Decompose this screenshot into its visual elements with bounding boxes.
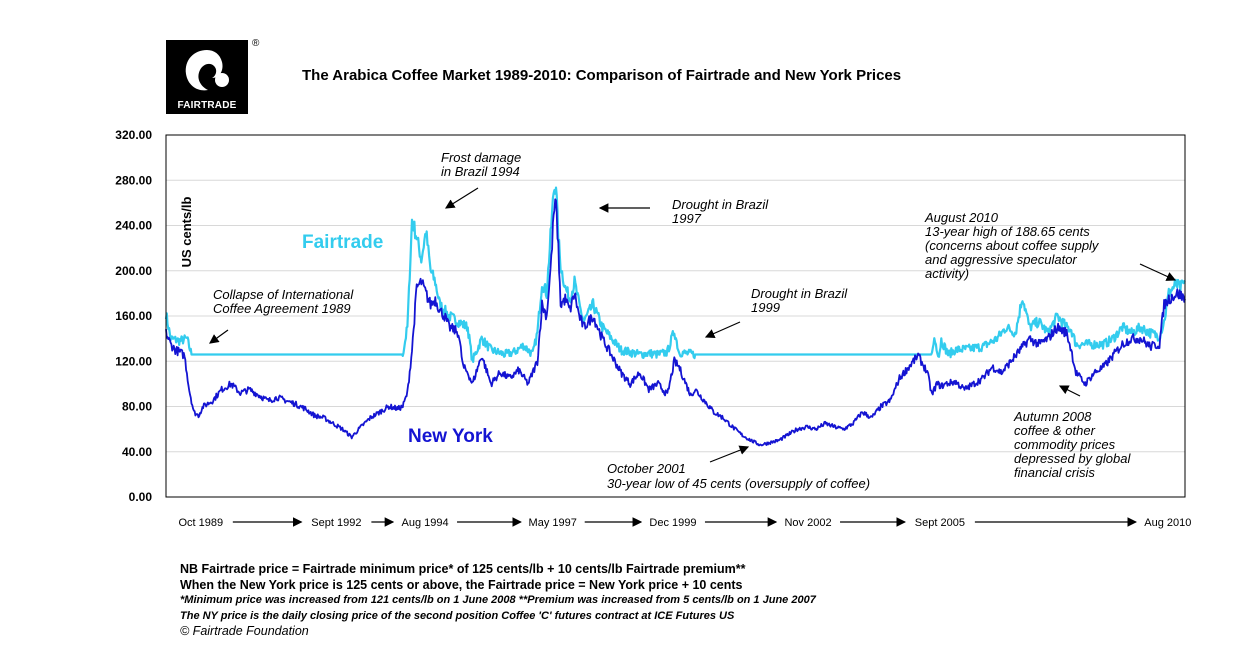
annotation-line: 30-year low of 45 cents (oversupply of c…	[607, 476, 870, 491]
annotation-line: depressed by global	[1014, 451, 1131, 466]
annotation-arrow	[704, 321, 741, 339]
annotation-august-2010: August 2010 13-year high of 188.65 cents…	[924, 210, 1100, 281]
annotation-line: Drought in Brazil	[672, 197, 769, 212]
annotation-line: and aggressive speculator	[925, 252, 1077, 267]
annotation-line: activity)	[925, 266, 969, 281]
annotation-line: Drought in Brazil	[751, 286, 848, 301]
y-tick-label: 0.00	[129, 490, 153, 504]
x-tick-label: Oct 1989	[178, 517, 223, 529]
y-tick-label: 40.00	[122, 445, 152, 459]
annotation-frost-1994: Frost damage in Brazil 1994	[441, 150, 521, 179]
note-line: *Minimum price was increased from 121 ce…	[180, 594, 816, 606]
x-tick-label: Dec 1999	[649, 517, 696, 529]
annotation-line: 1997	[672, 211, 702, 226]
y-axis-label: US cents/lb	[179, 197, 194, 268]
series-label-newyork: New York	[408, 426, 493, 447]
y-tick-label: 160.00	[115, 309, 152, 323]
plot-frame	[165, 134, 1186, 498]
series-label-fairtrade: Fairtrade	[302, 232, 383, 253]
annotation-line: Coffee Agreement 1989	[213, 301, 351, 316]
annotation-october-2001: October 2001 30-year low of 45 cents (ov…	[607, 461, 870, 491]
plot-lines	[164, 186, 1186, 447]
annotation-line: in Brazil 1994	[441, 164, 520, 179]
x-tick-label: Aug 2010	[1144, 517, 1191, 529]
annotation-drought-1999: Drought in Brazil 1999	[751, 286, 848, 315]
y-tick-label: 280.00	[115, 173, 152, 187]
fairtrade-logo: FAIRTRADE	[166, 40, 248, 114]
annotation-line: Autumn 2008	[1013, 409, 1092, 424]
annotation-arrow	[209, 329, 229, 344]
y-tick-label: 200.00	[115, 264, 152, 278]
x-tick-label: Sept 2005	[915, 517, 965, 529]
fairtrade-mark-icon	[185, 50, 229, 91]
annotation-line: financial crisis	[1014, 465, 1095, 480]
annotation-line: October 2001	[607, 461, 686, 476]
note-line: NB Fairtrade price = Fairtrade minimum p…	[180, 562, 746, 576]
logo-wordmark: FAIRTRADE	[177, 100, 237, 111]
x-axis: Oct 1989 Sept 1992 Aug 1994 May 1997 Dec 199…	[178, 517, 1191, 529]
annotation-arrow	[444, 187, 479, 209]
note-line: The NY price is the daily closing price …	[180, 609, 735, 622]
annotation-line: commodity prices	[1014, 437, 1116, 452]
annotation-line: coffee & other	[1014, 423, 1096, 438]
chart-title: The Arabica Coffee Market 1989-2010: Com…	[302, 67, 902, 84]
annotation-line: 13-year high of 188.65 cents	[925, 224, 1090, 239]
annotation-line: (concerns about coffee supply	[925, 238, 1100, 253]
registered-mark: ®	[252, 38, 260, 49]
y-tick-label: 320.00	[115, 128, 152, 142]
annotation-autumn-2008: Autumn 2008 coffee & other commodity pri…	[1013, 409, 1131, 480]
annotation-line: Collapse of International	[213, 287, 354, 302]
annotation-arrow	[1058, 385, 1081, 397]
y-tick-label: 240.00	[115, 219, 152, 233]
series-line-newyork	[165, 198, 1186, 447]
x-tick-label: Sept 1992	[311, 517, 361, 529]
x-tick-label: Aug 1994	[401, 517, 448, 529]
annotation-ica-collapse-1989: Collapse of International Coffee Agreeme…	[213, 287, 354, 316]
copyright: © Fairtrade Foundation	[180, 624, 309, 638]
annotation-arrow	[1139, 263, 1177, 281]
series-line-fairtrade	[164, 186, 1186, 363]
y-tick-label: 80.00	[122, 400, 152, 414]
footnotes: NB Fairtrade price = Fairtrade minimum p…	[180, 562, 1180, 640]
annotation-line: August 2010	[924, 210, 999, 225]
annotation-line: 1999	[751, 300, 780, 315]
annotation-drought-1997: Drought in Brazil 1997	[672, 197, 769, 226]
annotation-arrow	[709, 445, 750, 463]
y-tick-label: 120.00	[115, 354, 152, 368]
note-line: When the New York price is 125 cents or …	[180, 577, 743, 592]
x-tick-label: Nov 2002	[784, 517, 831, 529]
annotation-line: Frost damage	[441, 150, 521, 165]
x-tick-label: May 1997	[529, 517, 577, 529]
